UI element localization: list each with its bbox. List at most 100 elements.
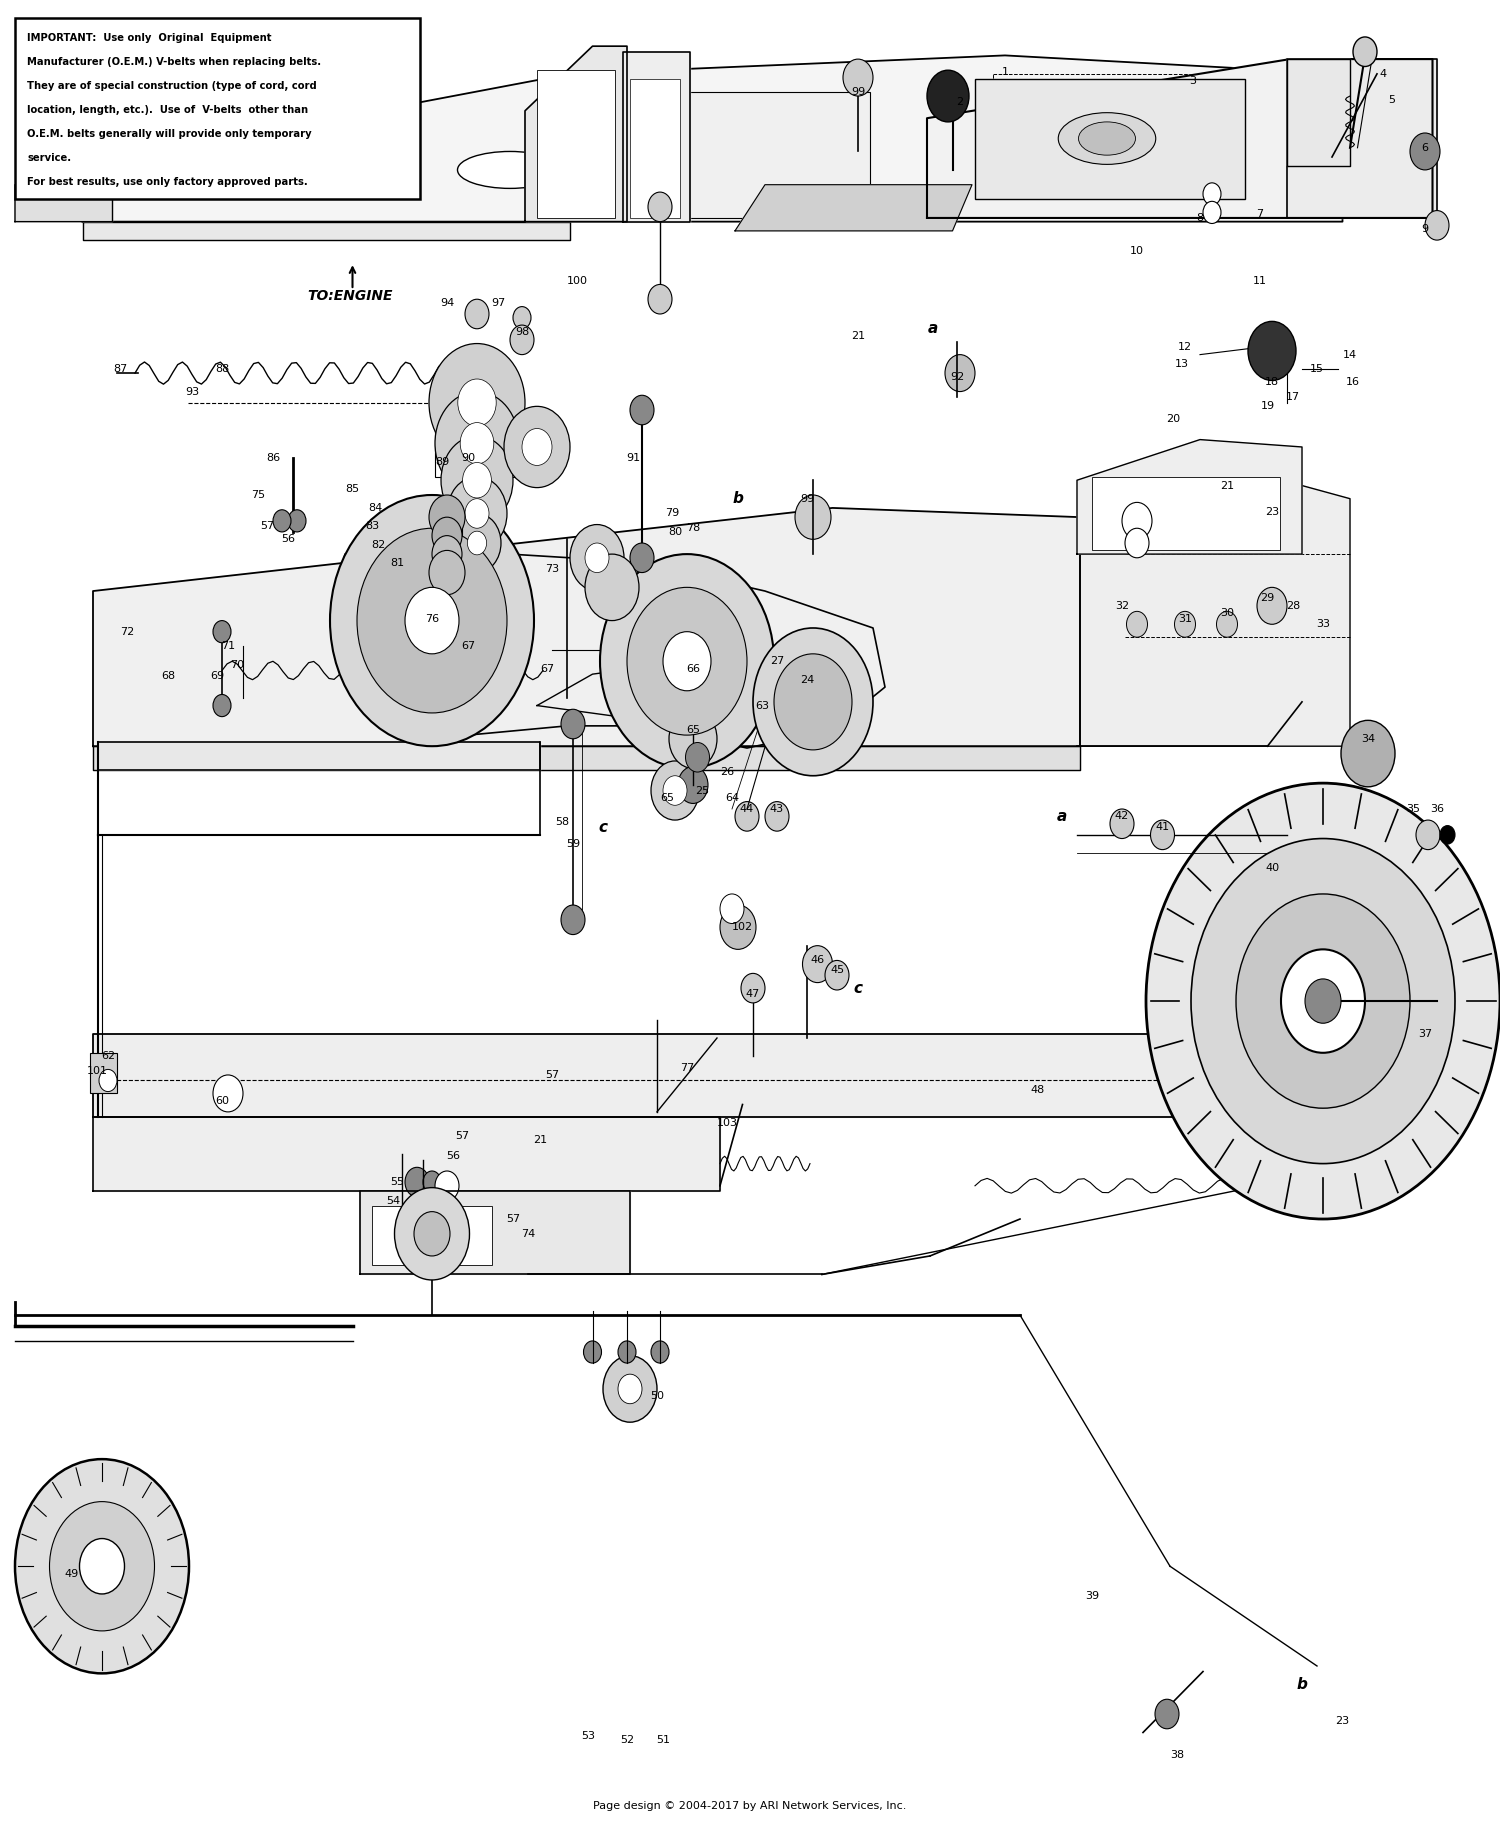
Text: 82: 82 [370, 539, 386, 550]
Text: 57: 57 [544, 1069, 560, 1080]
Circle shape [627, 587, 747, 735]
Circle shape [663, 632, 711, 691]
Circle shape [1203, 183, 1221, 205]
Circle shape [460, 423, 494, 464]
Text: 14: 14 [1342, 349, 1358, 360]
Text: 73: 73 [544, 563, 560, 574]
Circle shape [1155, 1699, 1179, 1729]
Text: a: a [928, 321, 938, 336]
Circle shape [213, 1075, 243, 1112]
Circle shape [651, 1341, 669, 1363]
Circle shape [1191, 839, 1455, 1164]
Text: 37: 37 [1418, 1029, 1432, 1040]
Polygon shape [1080, 480, 1350, 746]
Text: 29: 29 [1260, 593, 1275, 604]
Circle shape [1216, 611, 1237, 637]
Circle shape [1203, 201, 1221, 223]
Bar [630, 79, 680, 218]
Text: 86: 86 [266, 453, 280, 464]
Text: 21: 21 [850, 331, 865, 342]
Text: 87: 87 [112, 364, 128, 375]
Text: 4: 4 [1380, 68, 1386, 79]
Text: 16: 16 [1346, 377, 1360, 388]
Circle shape [1174, 611, 1196, 637]
Text: 46: 46 [810, 955, 825, 966]
Polygon shape [1287, 59, 1437, 218]
Bar [15, 18, 420, 199]
Text: 72: 72 [120, 626, 135, 637]
Circle shape [273, 510, 291, 532]
Circle shape [429, 495, 465, 539]
Circle shape [513, 307, 531, 329]
Text: 1: 1 [1002, 66, 1008, 78]
Text: 98: 98 [514, 327, 529, 338]
Text: 7: 7 [1257, 209, 1263, 220]
Circle shape [1125, 528, 1149, 558]
Circle shape [465, 299, 489, 329]
Circle shape [648, 284, 672, 314]
Text: 38: 38 [1170, 1749, 1185, 1760]
Circle shape [843, 59, 873, 96]
Circle shape [458, 379, 497, 427]
Text: 6: 6 [1422, 142, 1428, 153]
Text: 57: 57 [454, 1130, 470, 1141]
Circle shape [1281, 949, 1365, 1053]
Text: 90: 90 [460, 453, 476, 464]
Bar [1092, 477, 1280, 550]
Circle shape [462, 462, 492, 499]
Ellipse shape [188, 150, 338, 196]
Polygon shape [525, 46, 627, 222]
Text: 100: 100 [567, 275, 588, 286]
Circle shape [1416, 820, 1440, 850]
Ellipse shape [1059, 113, 1155, 164]
Text: 63: 63 [754, 700, 770, 711]
Circle shape [618, 1341, 636, 1363]
Text: 83: 83 [364, 521, 380, 532]
Circle shape [288, 510, 306, 532]
Circle shape [630, 395, 654, 425]
Ellipse shape [1078, 122, 1136, 155]
Text: 5: 5 [1389, 94, 1395, 105]
Circle shape [394, 1188, 470, 1280]
Text: 101: 101 [87, 1066, 108, 1077]
Text: 71: 71 [220, 641, 236, 652]
Circle shape [600, 554, 774, 768]
Text: 68: 68 [160, 670, 176, 682]
Text: 12: 12 [1178, 342, 1192, 353]
Text: 20: 20 [1166, 414, 1180, 425]
Text: 42: 42 [1114, 811, 1130, 822]
Text: 48: 48 [1030, 1084, 1045, 1095]
Circle shape [453, 513, 501, 573]
Circle shape [651, 761, 699, 820]
Circle shape [432, 536, 462, 573]
Text: 103: 103 [717, 1117, 738, 1129]
Circle shape [1248, 321, 1296, 380]
Text: 33: 33 [1316, 619, 1330, 630]
Text: 102: 102 [732, 922, 753, 933]
Text: 99: 99 [800, 493, 814, 504]
Text: 23: 23 [1264, 506, 1280, 517]
Text: 79: 79 [664, 508, 680, 519]
Circle shape [1440, 826, 1455, 844]
Circle shape [686, 742, 709, 772]
Text: 58: 58 [555, 816, 570, 827]
Circle shape [570, 525, 624, 591]
Circle shape [405, 587, 459, 654]
Circle shape [945, 355, 975, 392]
Polygon shape [93, 508, 1080, 746]
Text: 25: 25 [694, 785, 709, 796]
Text: IMPORTANT:  Use only  Original  Equipment: IMPORTANT: Use only Original Equipment [27, 33, 272, 42]
Text: 13: 13 [1174, 358, 1190, 369]
Text: 59: 59 [566, 839, 580, 850]
Text: 49: 49 [64, 1568, 80, 1579]
Text: 78: 78 [686, 523, 700, 534]
Text: 18: 18 [1264, 377, 1280, 388]
Text: 3: 3 [1190, 76, 1196, 87]
Circle shape [561, 709, 585, 739]
Text: 45: 45 [830, 964, 844, 975]
Text: 88: 88 [214, 364, 230, 375]
Text: 50: 50 [650, 1391, 664, 1402]
Circle shape [405, 1167, 429, 1197]
Circle shape [522, 429, 552, 465]
Text: Page design © 2004-2017 by ARI Network Services, Inc.: Page design © 2004-2017 by ARI Network S… [594, 1801, 906, 1812]
